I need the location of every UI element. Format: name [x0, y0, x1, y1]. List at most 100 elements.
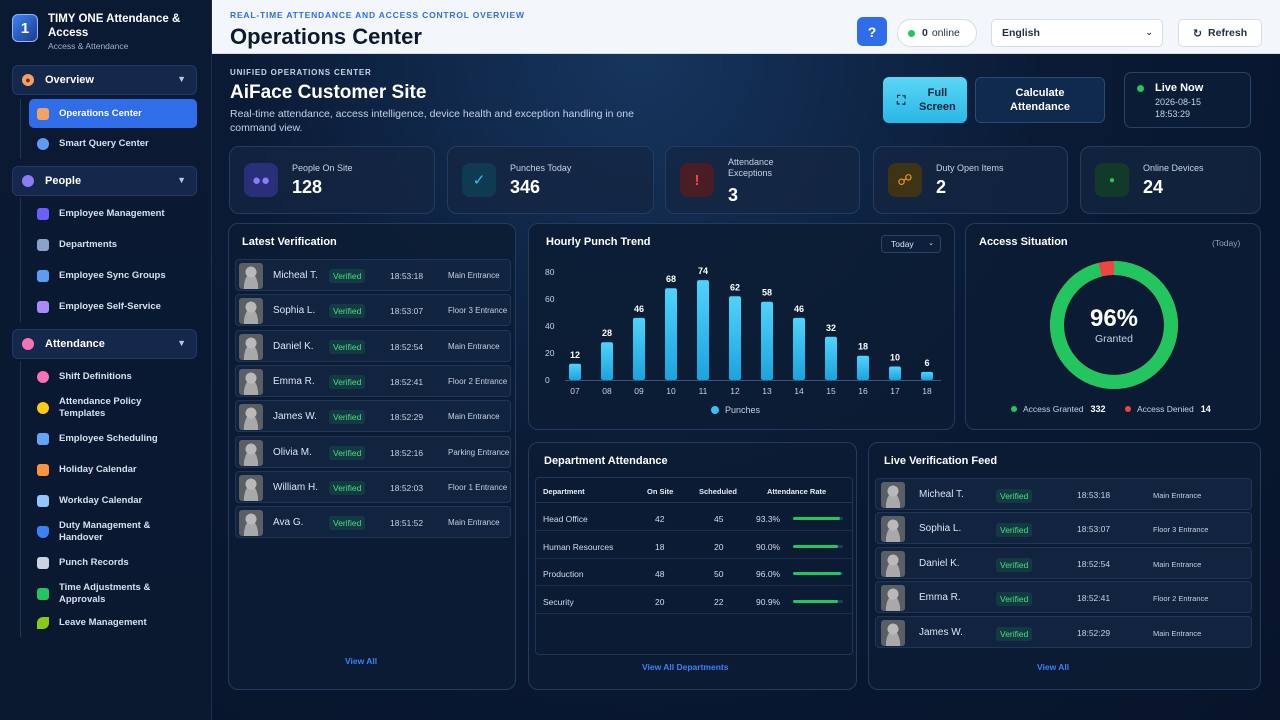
- person-name: William H.: [273, 481, 318, 493]
- users-icon: [22, 175, 34, 187]
- avatar: [239, 263, 263, 289]
- sidebar-item-label: Employee Sync Groups: [59, 269, 166, 281]
- status-badge: Verified: [329, 304, 366, 319]
- view-all-link[interactable]: View All: [1037, 662, 1070, 672]
- nav-group-people[interactable]: People ▼: [12, 166, 197, 196]
- avatar: [239, 333, 263, 360]
- feed-row[interactable]: Sophia L. Verified 18:53:07 Floor 3 Entranc…: [875, 512, 1252, 545]
- nav-group-attendance[interactable]: Attendance ▼: [12, 329, 197, 359]
- bar-16[interactable]: [857, 355, 869, 380]
- department-attendance-panel: Department Attendance Department On Site…: [528, 442, 857, 690]
- attendance-rate: 90.0%: [756, 541, 781, 552]
- avatar: [881, 482, 905, 508]
- sidebar-item-employee-self-service[interactable]: Employee Self-Service: [29, 291, 197, 322]
- view-all-departments-link[interactable]: View All Departments: [642, 662, 729, 672]
- verification-row[interactable]: William H. Verified 18:52:03 Floor 1 Entran…: [235, 470, 511, 503]
- bar-13[interactable]: [761, 301, 773, 380]
- legend-granted: Access Granted 332: [1011, 404, 1106, 414]
- bar-18[interactable]: [921, 371, 933, 380]
- sidebar-item-punch-records[interactable]: Punch Records: [29, 547, 197, 578]
- period-value: Today: [891, 239, 914, 249]
- data-label: 62: [730, 282, 740, 292]
- bar-09[interactable]: [633, 317, 645, 380]
- x-tick-label: 16: [858, 386, 868, 396]
- leaf-icon: [37, 617, 49, 629]
- x-tick-label: 17: [890, 386, 900, 396]
- sidebar-item-smart-query-center[interactable]: Smart Query Center: [29, 128, 197, 159]
- feed-row[interactable]: Micheal T. Verified 18:53:18 Main Entrance: [875, 478, 1252, 510]
- live-now-card: Live Now 2026-08-15 18:53:29: [1124, 72, 1251, 128]
- sidebar-item-duty-management[interactable]: Duty Management & Handover: [29, 516, 197, 547]
- feed-row[interactable]: Emma R. Verified 18:52:41 Floor 2 Entrance: [875, 581, 1252, 614]
- bar-17[interactable]: [889, 366, 901, 381]
- bar-14[interactable]: [793, 317, 805, 380]
- site-description: Real-time attendance, access intelligenc…: [230, 108, 634, 134]
- sidebar-item-holiday-calendar[interactable]: Holiday Calendar: [29, 454, 197, 485]
- person-name: Emma R.: [273, 375, 315, 387]
- sidebar-item-employee-scheduling[interactable]: Employee Scheduling: [29, 423, 197, 454]
- attendance-rate: 93.3%: [756, 514, 781, 524]
- nav-group-overview[interactable]: ● Overview ▼: [12, 65, 197, 95]
- verification-row[interactable]: James W. Verified 18:52:29 Main Entrance: [235, 400, 511, 433]
- full-screen-label: Full Screen: [919, 87, 956, 113]
- avatar: [881, 516, 905, 543]
- table-row: Head Office 42 45 93.3%: [536, 504, 852, 531]
- panel-title: Access Situation: [979, 236, 1068, 248]
- verification-time: 18:53:07: [390, 306, 424, 317]
- kpi-label: People On Site: [292, 163, 353, 173]
- help-button[interactable]: ?: [857, 17, 887, 46]
- feed-row[interactable]: James W. Verified 18:52:29 Main Entrance: [875, 615, 1252, 648]
- sidebar-item-label: Time Adjustments & Approvals: [59, 581, 151, 605]
- calculate-attendance-button[interactable]: Calculate Attendance: [975, 77, 1105, 123]
- sidebar-item-employee-management[interactable]: Employee Management: [29, 198, 197, 229]
- kpi-people-on-site: ●● People On Site 128: [229, 146, 435, 214]
- overview-icon: ●: [22, 74, 34, 86]
- chart-title: Hourly Punch Trend: [546, 236, 651, 248]
- sidebar-item-workday-calendar[interactable]: Workday Calendar: [29, 485, 197, 516]
- sidebar-item-attendance-policy-templates[interactable]: Attendance Policy Templates: [29, 392, 197, 423]
- table-header: Department On Site Scheduled Attendance …: [536, 478, 852, 503]
- calendar-grid-icon: [37, 494, 49, 507]
- sidebar-item-departments[interactable]: Departments: [29, 229, 197, 260]
- hourly-punch-trend-panel: Hourly Punch Trend Today ⌄ 0 20 40 60 80 12 07…: [528, 223, 955, 430]
- period-select[interactable]: Today ⌄: [881, 235, 941, 253]
- sidebar-item-shift-definitions[interactable]: Shift Definitions: [29, 361, 197, 392]
- avatar: [239, 439, 263, 466]
- data-label: 32: [826, 323, 836, 333]
- verification-row[interactable]: Emma R. Verified 18:52:41 Floor 2 Entrance: [235, 364, 511, 397]
- sidebar-item-employee-sync-groups[interactable]: Employee Sync Groups: [29, 260, 197, 291]
- feed-row[interactable]: Daniel K. Verified 18:52:54 Main Entrance: [875, 546, 1252, 579]
- verification-row[interactable]: Daniel K. Verified 18:52:54 Main Entrance: [235, 329, 511, 362]
- bar-08[interactable]: [601, 342, 613, 380]
- verification-row[interactable]: Sophia L. Verified 18:53:07 Floor 3 Entranc…: [235, 294, 511, 327]
- bar-11[interactable]: [697, 280, 709, 380]
- column-header: Scheduled: [699, 487, 737, 496]
- verification-row[interactable]: Olivia M. Verified 18:52:16 Parking Entranc…: [235, 435, 511, 468]
- department-name: Security: [543, 596, 574, 607]
- clock-icon: [37, 370, 49, 383]
- sidebar-item-operations-center[interactable]: Operations Center: [29, 99, 197, 128]
- refresh-button[interactable]: ↻ Refresh: [1178, 19, 1262, 47]
- full-screen-button[interactable]: ⛶ Full Screen: [883, 77, 967, 123]
- attendance-rate: 96.0%: [756, 569, 781, 579]
- view-all-link[interactable]: View All: [345, 656, 378, 666]
- verification-row[interactable]: Micheal T. Verified 18:53:18 Main Entrance: [235, 259, 511, 291]
- bar-12[interactable]: [729, 296, 741, 380]
- legend-value: 332: [1090, 404, 1106, 414]
- access-situation-panel: Access Situation (Today) 96% Granted Acc…: [965, 223, 1261, 430]
- language-select[interactable]: English ⌄: [991, 19, 1163, 47]
- chevron-down-icon: ⌄: [1145, 27, 1153, 37]
- refresh-icon: ↻: [1192, 27, 1203, 40]
- on-site-count: 48: [655, 569, 665, 579]
- bar-07[interactable]: [569, 363, 581, 380]
- legend-dot-icon: [1125, 406, 1131, 412]
- x-tick-label: 12: [730, 386, 740, 396]
- sidebar-item-time-adjustments[interactable]: Time Adjustments & Approvals: [29, 578, 197, 609]
- verification-row[interactable]: Ava G. Verified 18:51:52 Main Entrance: [235, 506, 511, 539]
- scheduled-count: 22: [714, 596, 724, 607]
- sidebar-item-leave-management[interactable]: Leave Management: [29, 609, 197, 637]
- brand: 1 TIMY ONE Attendance & Access Access & …: [0, 0, 211, 58]
- bar-15[interactable]: [825, 336, 837, 380]
- attendance-rate-fill: [793, 517, 840, 520]
- bar-10[interactable]: [665, 288, 677, 380]
